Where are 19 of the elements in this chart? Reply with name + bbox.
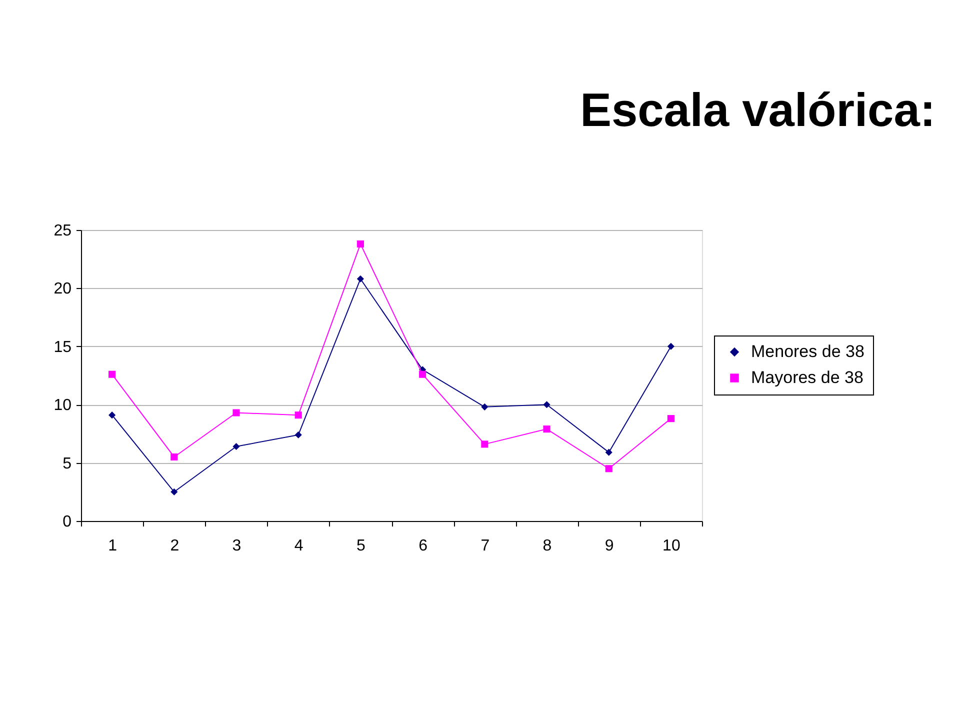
x-tick-label: 3 (232, 538, 242, 554)
x-tick-label: 6 (418, 538, 428, 554)
x-tick-label: 10 (662, 538, 680, 554)
y-tick-label: 20 (54, 280, 72, 298)
y-tick-label: 0 (62, 514, 72, 530)
y-tick-label: 10 (54, 397, 72, 414)
chart-title: Escala valórica: (580, 83, 936, 136)
x-tick-label: 4 (294, 538, 304, 554)
legend-label: Menores de 38 (751, 342, 864, 361)
y-tick-label: 15 (54, 338, 72, 356)
x-tick-label: 7 (480, 538, 490, 554)
x-tick-label: 1 (108, 538, 118, 554)
x-tick-label: 9 (604, 538, 614, 554)
y-tick-label: 25 (54, 222, 72, 240)
x-tick-label: 8 (542, 538, 552, 554)
x-tick-label: 5 (356, 538, 366, 554)
y-tick-label: 5 (62, 455, 72, 472)
legend-label: Mayores de 38 (751, 368, 864, 387)
x-tick-label: 2 (170, 538, 180, 554)
